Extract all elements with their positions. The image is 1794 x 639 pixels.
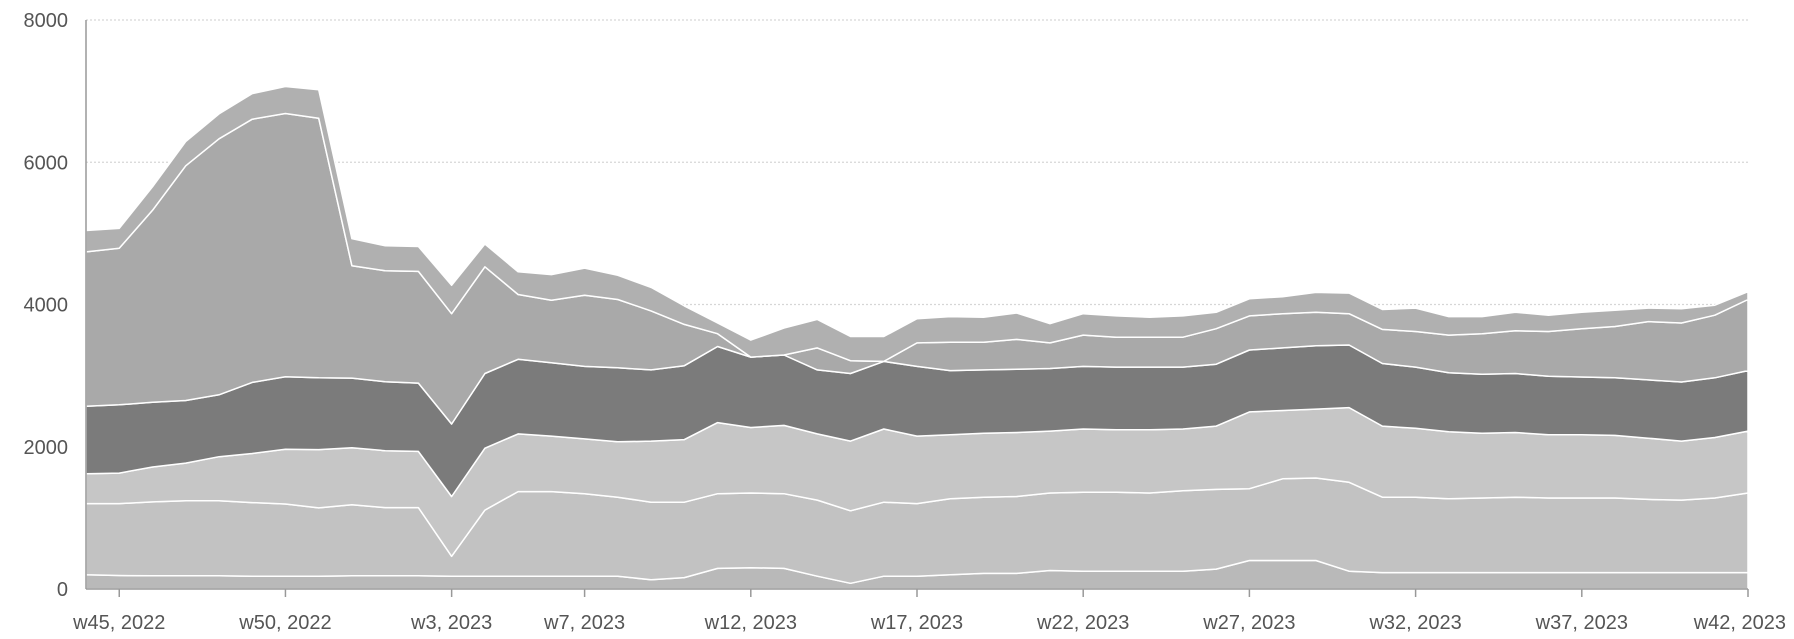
x-tick-label: w12, 2023: [704, 612, 797, 634]
x-tick-label: w37, 2023: [1535, 612, 1628, 634]
y-tick-label: 8000: [24, 10, 69, 32]
y-tick-label: 0: [57, 579, 68, 601]
x-tick-label: w3, 2023: [410, 612, 492, 634]
x-tick-label: w50, 2022: [238, 612, 331, 634]
x-tick-label: w45, 2022: [72, 612, 165, 634]
area-bands: [85, 85, 1749, 590]
y-tick-label: 2000: [24, 437, 69, 459]
x-tick-label: w7, 2023: [543, 612, 625, 634]
x-tick-label: w32, 2023: [1368, 612, 1461, 634]
x-tick-label: w17, 2023: [870, 612, 963, 634]
x-tick-label: w22, 2023: [1036, 612, 1129, 634]
y-tick-label: 6000: [24, 152, 69, 174]
area-series-6: [85, 85, 1749, 363]
x-tick-label: w42, 2023: [1693, 612, 1786, 634]
y-tick-label: 4000: [24, 295, 69, 317]
x-tick-label: w27, 2023: [1202, 612, 1295, 634]
axes: 0 2000 4000 6000 8000 w45, 2022 w50, 2022 w3, 2…: [24, 10, 1787, 634]
